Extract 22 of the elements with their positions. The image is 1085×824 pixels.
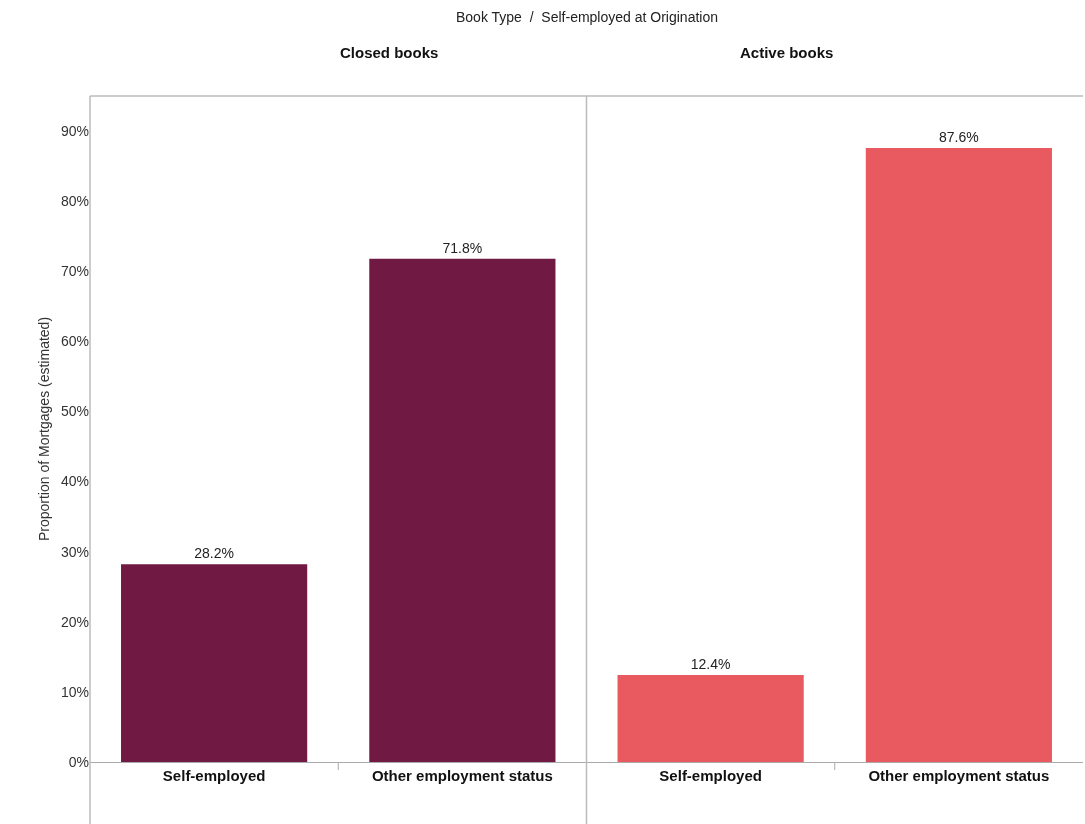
y-tick-label: 80% [60, 193, 89, 210]
data-label: 71.8% [442, 239, 483, 256]
y-tick-label: 60% [60, 333, 89, 350]
text: Book Type / Self-employed at Origination [456, 9, 718, 25]
x-tick-label: Other employment status [371, 767, 553, 784]
x-tick-label: Self-employed [162, 767, 266, 784]
chart-title: Active books [740, 44, 834, 61]
y-tick-label: 40% [60, 473, 89, 490]
y-tick-label: 90% [60, 122, 89, 139]
x-tick-label: Other employment status [868, 767, 1050, 784]
y-tick-label: 70% [60, 263, 89, 280]
data-label: 28.2% [194, 545, 234, 562]
y-tick-label: 20% [60, 613, 89, 630]
chart-title: Closed books [340, 44, 439, 61]
data-label: 12.4% [690, 656, 731, 673]
y-tick-label: 10% [60, 683, 89, 700]
y-tick-label: 0% [68, 753, 89, 770]
y-tick-label: 50% [60, 403, 89, 420]
x-tick-label: Self-employed [659, 767, 762, 784]
y-axis-title: Proportion of Mortgages (estimated) [35, 316, 52, 542]
data-label: 87.6% [939, 128, 979, 145]
y-tick-label: 30% [60, 543, 89, 560]
